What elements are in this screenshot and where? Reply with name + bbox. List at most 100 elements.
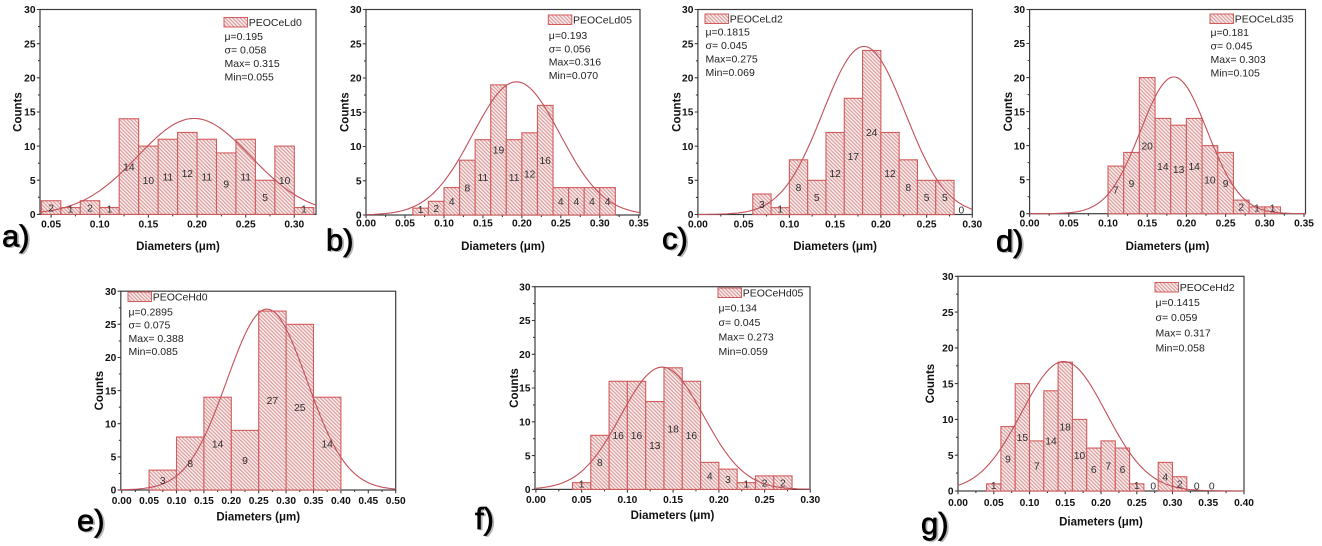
svg-text:5: 5: [1019, 175, 1025, 186]
svg-text:30: 30: [105, 287, 117, 298]
svg-text:0.25: 0.25: [1216, 219, 1236, 230]
svg-text:0.00: 0.00: [526, 495, 546, 506]
svg-text:c): c): [662, 221, 688, 256]
svg-text:Counts: Counts: [340, 92, 352, 132]
svg-text:b): b): [326, 223, 354, 258]
svg-text:0.10: 0.10: [1098, 219, 1118, 230]
svg-text:14: 14: [1045, 437, 1057, 448]
svg-text:10: 10: [519, 418, 531, 429]
svg-text:30: 30: [350, 5, 362, 16]
svg-text:20: 20: [24, 74, 36, 85]
svg-text:8: 8: [796, 183, 802, 194]
svg-text:5: 5: [262, 193, 268, 204]
svg-text:1: 1: [1134, 481, 1140, 492]
svg-text:0.30: 0.30: [590, 219, 610, 230]
svg-text:Diameters (μm): Diameters (μm): [461, 241, 545, 253]
svg-text:0.10: 0.10: [617, 495, 637, 506]
svg-text:Diameters (μm): Diameters (μm): [1126, 241, 1210, 253]
svg-text:18: 18: [1059, 422, 1071, 433]
svg-text:8: 8: [465, 183, 471, 194]
svg-text:0: 0: [959, 206, 965, 217]
svg-text:14: 14: [1157, 162, 1169, 173]
svg-text:25: 25: [350, 40, 362, 51]
svg-text:1: 1: [301, 204, 307, 215]
svg-text:3: 3: [759, 200, 765, 211]
svg-text:1: 1: [991, 481, 997, 492]
svg-text:0.10: 0.10: [1020, 498, 1040, 509]
svg-text:0.25: 0.25: [1127, 498, 1147, 509]
svg-text:Counts: Counts: [1003, 92, 1015, 132]
svg-text:PEOCeHd05: PEOCeHd05: [743, 288, 804, 300]
svg-text:Max=0.275: Max=0.275: [706, 54, 758, 66]
svg-text:c): c): [664, 222, 690, 257]
svg-text:f): f): [475, 501, 494, 536]
svg-text:20: 20: [1014, 73, 1026, 84]
svg-text:0.05: 0.05: [1059, 219, 1079, 230]
svg-text:Counts: Counts: [509, 368, 521, 408]
svg-text:0.20: 0.20: [512, 219, 532, 230]
svg-text:0.15: 0.15: [1055, 498, 1075, 509]
svg-text:9: 9: [242, 456, 248, 467]
svg-text:0: 0: [1150, 482, 1156, 493]
svg-text:Min=0.105: Min=0.105: [1211, 68, 1260, 80]
svg-text:10: 10: [105, 419, 117, 430]
svg-text:11: 11: [478, 173, 489, 184]
svg-text:Counts: Counts: [13, 92, 25, 132]
svg-text:σ= 0.045: σ= 0.045: [719, 317, 761, 329]
svg-text:σ= 0.045: σ= 0.045: [1211, 41, 1253, 53]
svg-text:2: 2: [87, 203, 93, 214]
svg-text:13: 13: [1173, 165, 1185, 176]
svg-text:0: 0: [1194, 482, 1200, 493]
svg-text:Diameters (μm): Diameters (μm): [1059, 517, 1143, 529]
svg-text:0.40: 0.40: [331, 496, 351, 507]
svg-text:10: 10: [279, 176, 291, 187]
svg-text:15: 15: [942, 379, 954, 390]
svg-text:0.05: 0.05: [572, 495, 592, 506]
svg-text:μ=0.2895: μ=0.2895: [129, 307, 173, 319]
svg-text:Max= 0.388: Max= 0.388: [129, 333, 184, 345]
svg-text:0.20: 0.20: [221, 496, 241, 507]
svg-text:30: 30: [942, 272, 954, 283]
svg-text:σ= 0.075: σ= 0.075: [129, 320, 171, 332]
svg-text:f): f): [477, 502, 496, 537]
svg-text:1: 1: [418, 205, 424, 216]
svg-text:PEOCeHd2: PEOCeHd2: [1180, 282, 1235, 294]
svg-text:5: 5: [525, 451, 531, 462]
svg-text:7: 7: [1105, 462, 1111, 473]
svg-text:25: 25: [682, 39, 694, 50]
svg-text:16: 16: [612, 431, 624, 442]
svg-text:Max= 0.273: Max= 0.273: [719, 332, 774, 344]
svg-text:Counts: Counts: [94, 371, 106, 411]
svg-text:2: 2: [48, 203, 54, 214]
svg-text:0.05: 0.05: [984, 498, 1004, 509]
svg-text:0.30: 0.30: [284, 219, 304, 230]
svg-text:Max= 0.317: Max= 0.317: [1156, 327, 1211, 339]
svg-text:μ=0.134: μ=0.134: [719, 303, 758, 315]
svg-text:0: 0: [111, 486, 117, 497]
svg-text:0: 0: [1019, 209, 1025, 220]
svg-text:5: 5: [948, 451, 954, 462]
svg-text:5: 5: [814, 193, 820, 204]
svg-text:d): d): [998, 225, 1026, 260]
svg-text:8: 8: [905, 183, 911, 194]
svg-text:0.20: 0.20: [871, 220, 891, 231]
svg-text:1: 1: [743, 479, 749, 490]
svg-text:3: 3: [725, 475, 731, 486]
svg-text:6: 6: [1120, 465, 1126, 476]
svg-text:2: 2: [1177, 480, 1183, 491]
svg-text:14: 14: [212, 439, 224, 450]
svg-text:9: 9: [1005, 455, 1011, 466]
svg-text:μ=0.181: μ=0.181: [1211, 27, 1250, 39]
svg-text:0.35: 0.35: [1294, 219, 1314, 230]
svg-text:0.05: 0.05: [41, 219, 61, 230]
svg-text:12: 12: [182, 169, 194, 180]
svg-text:Diameters (μm): Diameters (μm): [793, 241, 877, 253]
svg-text:Min=0.069: Min=0.069: [706, 67, 755, 79]
svg-text:0.20: 0.20: [187, 219, 207, 230]
svg-text:7: 7: [1113, 186, 1119, 197]
svg-text:0.25: 0.25: [755, 495, 775, 506]
svg-text:11: 11: [201, 173, 212, 184]
svg-text:0.20: 0.20: [1176, 219, 1196, 230]
svg-text:25: 25: [24, 39, 36, 50]
svg-text:Diameters (μm): Diameters (μm): [136, 241, 220, 253]
